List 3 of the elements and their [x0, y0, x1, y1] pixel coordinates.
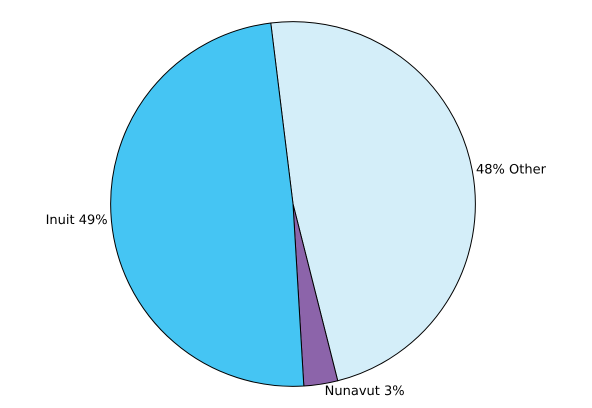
slice-label: Inuit 49% [46, 213, 108, 228]
slice-label: 48% Other [476, 162, 547, 178]
slice-label: Nunavut 3% [324, 384, 405, 400]
